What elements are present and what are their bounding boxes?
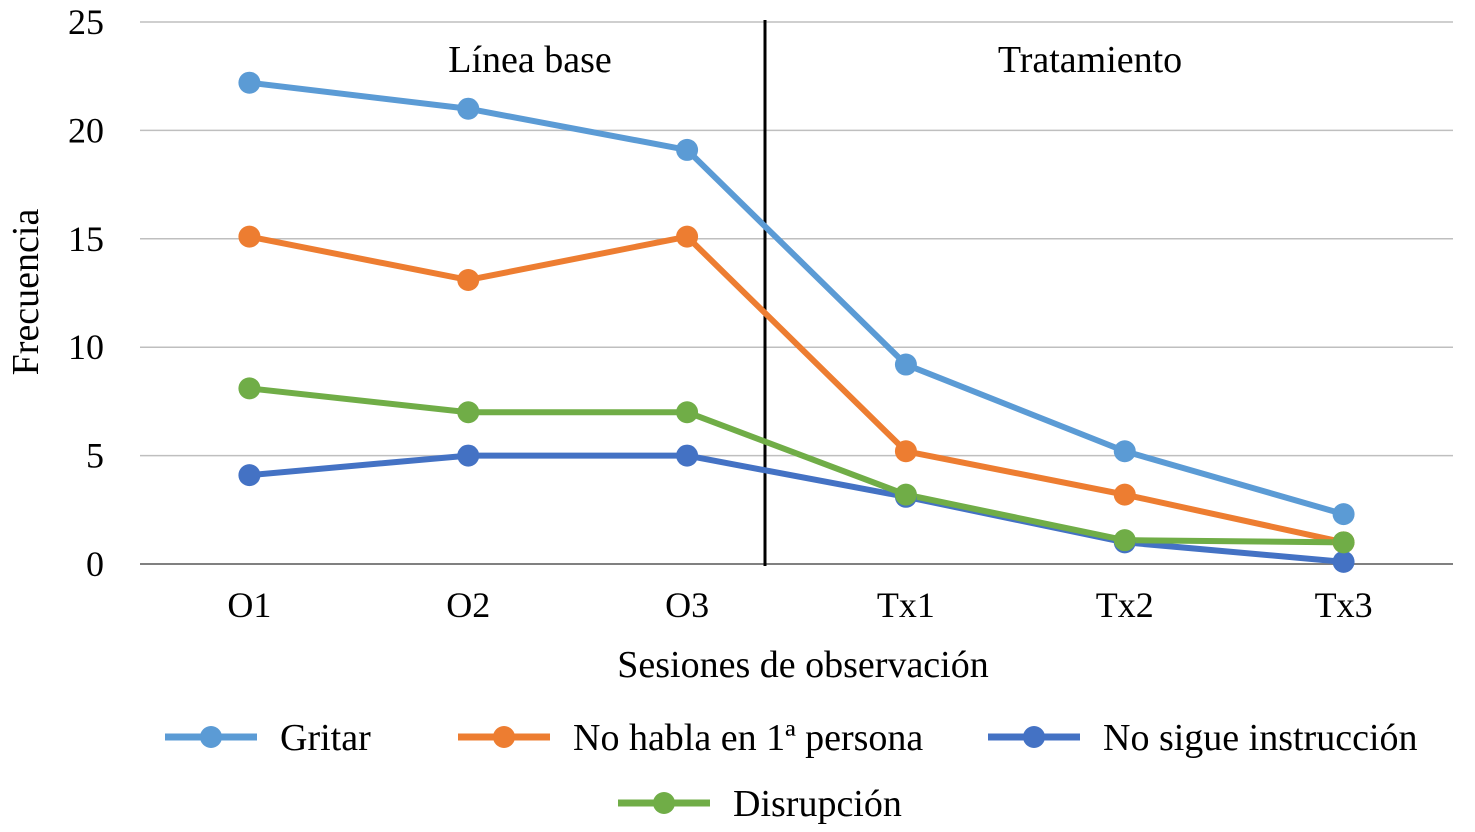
series-line: [246, 385, 1347, 546]
data-point: [894, 440, 917, 463]
x-tick-label: Tx2: [1096, 585, 1154, 625]
data-point: [676, 225, 699, 248]
data-point: [676, 401, 699, 424]
data-point: [1332, 550, 1355, 573]
series-group: [238, 71, 1355, 573]
data-point: [238, 464, 261, 487]
y-axis-ticks: 0 5 10 15 20 25: [68, 2, 104, 584]
data-point: [457, 401, 480, 424]
legend-label: Disrupción: [733, 783, 902, 825]
data-point: [1332, 531, 1355, 554]
series-line: [246, 452, 1347, 565]
phase-label-treatment: Tratamiento: [998, 39, 1182, 81]
data-point: [894, 483, 917, 506]
x-tick-label: O3: [665, 585, 709, 625]
data-point: [1113, 440, 1136, 463]
y-tick-label: 0: [86, 544, 104, 584]
x-tick-label: Tx3: [1315, 585, 1373, 625]
legend-label: No sigue instrucción: [1103, 717, 1418, 759]
x-tick-label: Tx1: [877, 585, 935, 625]
x-axis-ticks: O1 O2 O3 Tx1 Tx2 Tx3: [227, 585, 1372, 625]
series-line: [246, 233, 1347, 546]
y-tick-label: 5: [86, 436, 104, 476]
data-point: [238, 377, 261, 400]
data-point: [894, 353, 917, 376]
y-tick-label: 20: [68, 110, 104, 150]
gridlines: [140, 21, 1453, 565]
legend: Gritar No habla en 1ª persona No sigue ins…: [165, 717, 1418, 825]
y-tick-label: 25: [68, 2, 104, 42]
data-point: [457, 97, 480, 120]
data-point: [457, 268, 480, 291]
y-tick-label: 15: [68, 219, 104, 259]
data-point: [1113, 529, 1136, 552]
series-line: [246, 79, 1347, 518]
legend-swatch-marker: [493, 726, 515, 748]
data-point: [676, 444, 699, 467]
legend-label: No habla en 1ª persona: [573, 717, 923, 759]
data-point: [1332, 503, 1355, 526]
x-axis-title: Sesiones de observación: [617, 644, 988, 686]
x-tick-label: O1: [227, 585, 271, 625]
y-tick-label: 10: [68, 327, 104, 367]
legend-label: Gritar: [280, 717, 371, 759]
x-tick-label: O2: [446, 585, 490, 625]
data-point: [1113, 483, 1136, 506]
data-point: [238, 225, 261, 248]
legend-swatch-marker: [1023, 726, 1045, 748]
legend-swatch-marker: [653, 792, 675, 814]
data-point: [238, 71, 261, 94]
phase-label-baseline: Línea base: [448, 39, 612, 81]
legend-swatch-marker: [200, 726, 222, 748]
data-point: [676, 138, 699, 161]
data-point: [457, 444, 480, 467]
y-axis-title: Frecuencia: [5, 209, 47, 376]
